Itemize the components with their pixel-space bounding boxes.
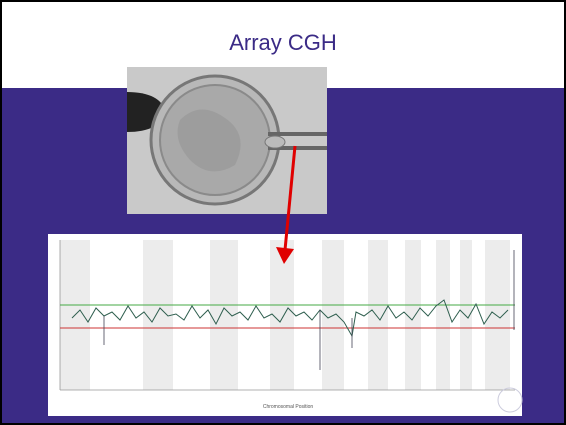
chart-image: Chromosomal Position	[48, 234, 523, 416]
chart-x-label: Chromosomal Position	[263, 404, 314, 410]
embryo-photo	[127, 67, 327, 214]
red-arrow	[276, 145, 297, 264]
slide-title: Array CGH	[229, 30, 337, 55]
